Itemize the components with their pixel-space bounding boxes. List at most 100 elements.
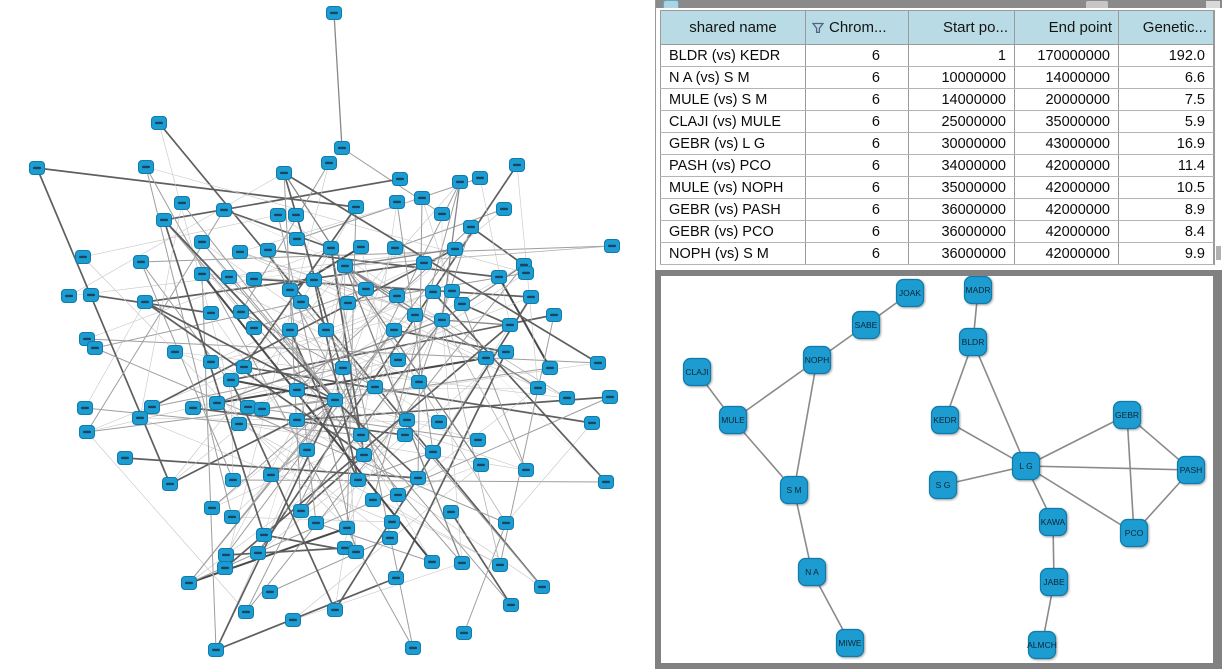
network-node[interactable]: [288, 208, 304, 222]
network-node[interactable]: [473, 458, 489, 472]
table-row[interactable]: GEBR (vs) PASH 6 36000000 42000000 8.9: [660, 198, 1214, 221]
network-node[interactable]: [452, 175, 468, 189]
network-node[interactable]: [137, 295, 153, 309]
network-node[interactable]: [492, 558, 508, 572]
network-node[interactable]: [256, 528, 272, 542]
network-node[interactable]: [350, 473, 366, 487]
table-row[interactable]: CLAJI (vs) MULE 6 25000000 35000000 5.9: [660, 110, 1214, 133]
network-node[interactable]: [602, 390, 618, 404]
network-node[interactable]: [156, 213, 172, 227]
table-row[interactable]: MULE (vs) S M 6 14000000 20000000 7.5: [660, 88, 1214, 111]
table-row[interactable]: N A (vs) S M 6 10000000 14000000 6.6: [660, 66, 1214, 89]
column-header-end-point[interactable]: End point: [1014, 10, 1119, 45]
network-node[interactable]: [387, 241, 403, 255]
network-node[interactable]: [233, 305, 249, 319]
network-node[interactable]: [546, 308, 562, 322]
network-node[interactable]: [87, 341, 103, 355]
network-node[interactable]: [384, 515, 400, 529]
network-node-PASH[interactable]: PASH: [1176, 455, 1206, 485]
network-node[interactable]: [478, 351, 494, 365]
graph-edge-BLDR-LG[interactable]: [972, 341, 1027, 467]
network-node[interactable]: [334, 141, 350, 155]
network-node[interactable]: [470, 433, 486, 447]
network-node[interactable]: [356, 448, 372, 462]
network-node[interactable]: [262, 585, 278, 599]
network-node[interactable]: [604, 239, 620, 253]
network-node-JABE[interactable]: JABE: [1039, 567, 1069, 597]
network-node[interactable]: [77, 401, 93, 415]
network-node[interactable]: [216, 203, 232, 217]
network-node[interactable]: [390, 353, 406, 367]
network-node[interactable]: [238, 605, 254, 619]
network-node-SM[interactable]: S M: [779, 475, 809, 505]
network-node[interactable]: [225, 473, 241, 487]
network-node[interactable]: [208, 643, 224, 657]
network-node[interactable]: [502, 318, 518, 332]
network-node[interactable]: [388, 571, 404, 585]
network-node[interactable]: [456, 626, 472, 640]
network-node[interactable]: [327, 393, 343, 407]
table-row[interactable]: GEBR (vs) PCO 6 36000000 42000000 8.4: [660, 220, 1214, 243]
network-node[interactable]: [523, 290, 539, 304]
network-node[interactable]: [221, 270, 237, 284]
network-node[interactable]: [308, 516, 324, 530]
network-node-CLAJI[interactable]: CLAJI: [682, 357, 712, 387]
network-node[interactable]: [444, 284, 460, 298]
network-node[interactable]: [270, 208, 286, 222]
table-row[interactable]: BLDR (vs) KEDR 6 1 170000000 192.0: [660, 44, 1214, 67]
network-node[interactable]: [133, 255, 149, 269]
main-network-view[interactable]: [0, 0, 655, 669]
graph-edge-NOPH-MULE[interactable]: [732, 359, 818, 421]
network-node[interactable]: [353, 428, 369, 442]
network-node[interactable]: [204, 501, 220, 515]
network-node[interactable]: [335, 361, 351, 375]
network-node-NA[interactable]: N A: [797, 557, 827, 587]
network-node[interactable]: [254, 402, 270, 416]
network-node[interactable]: [174, 196, 190, 210]
network-node[interactable]: [498, 516, 514, 530]
column-header-start-po-[interactable]: Start po...: [908, 10, 1015, 45]
network-node[interactable]: [559, 391, 575, 405]
network-node[interactable]: [285, 613, 301, 627]
network-node-BLDR[interactable]: BLDR: [958, 327, 988, 357]
network-node[interactable]: [282, 283, 298, 297]
graph-edge-LG-PASH[interactable]: [1025, 465, 1192, 471]
network-node[interactable]: [246, 272, 262, 286]
network-node[interactable]: [246, 321, 262, 335]
network-node[interactable]: [224, 510, 240, 524]
network-node[interactable]: [434, 207, 450, 221]
network-node[interactable]: [431, 415, 447, 429]
network-node[interactable]: [416, 256, 432, 270]
network-node[interactable]: [240, 400, 256, 414]
graph-edge-GEBR-PCO[interactable]: [1126, 414, 1135, 534]
column-header-shared-name[interactable]: shared name: [660, 10, 806, 45]
network-node[interactable]: [289, 383, 305, 397]
network-node[interactable]: [365, 493, 381, 507]
network-node[interactable]: [276, 166, 292, 180]
network-node[interactable]: [61, 289, 77, 303]
network-node-NOPH[interactable]: NOPH: [802, 345, 832, 375]
network-node-KEDR[interactable]: KEDR: [930, 405, 960, 435]
network-node[interactable]: [117, 451, 133, 465]
column-header-chrom-[interactable]: Chrom...: [805, 10, 909, 45]
network-node[interactable]: [389, 195, 405, 209]
network-node[interactable]: [392, 172, 408, 186]
network-node[interactable]: [263, 468, 279, 482]
network-node[interactable]: [326, 6, 342, 20]
network-node[interactable]: [29, 161, 45, 175]
network-node[interactable]: [306, 273, 322, 287]
network-node[interactable]: [518, 463, 534, 477]
network-node[interactable]: [348, 545, 364, 559]
network-node[interactable]: [293, 295, 309, 309]
network-node-ALMCH[interactable]: ALMCH: [1027, 630, 1057, 660]
network-node[interactable]: [509, 158, 525, 172]
network-node[interactable]: [410, 471, 426, 485]
network-node[interactable]: [389, 289, 405, 303]
network-node[interactable]: [218, 548, 234, 562]
network-node[interactable]: [289, 413, 305, 427]
network-node[interactable]: [390, 488, 406, 502]
network-node[interactable]: [382, 531, 398, 545]
network-node-SABE[interactable]: SABE: [851, 310, 881, 340]
network-node[interactable]: [299, 443, 315, 457]
network-node[interactable]: [386, 323, 402, 337]
